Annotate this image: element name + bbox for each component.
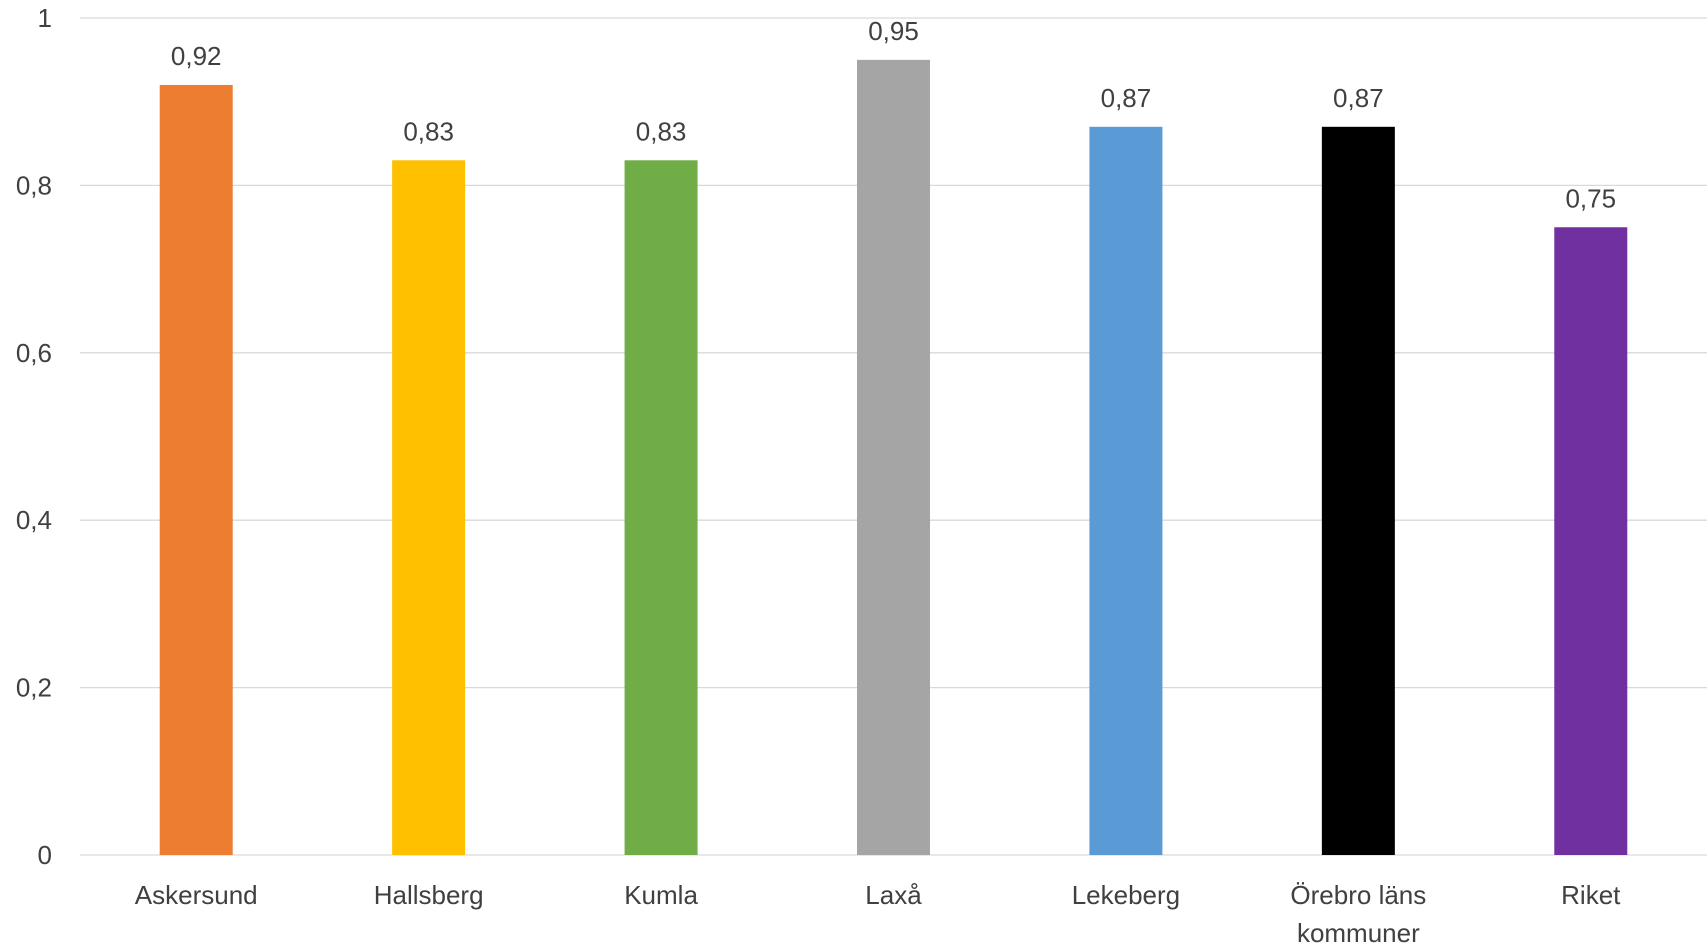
x-tick-label: Hallsberg: [374, 880, 484, 910]
data-label: 0,92: [171, 41, 222, 71]
bar: [624, 160, 698, 856]
x-tick-label: Laxå: [865, 880, 922, 910]
y-tick-label: 0,2: [16, 673, 52, 703]
data-labels: 0,92 0,83 0,83 0,95 0,87 0,87 0,75: [171, 16, 1616, 213]
data-label: 0,87: [1333, 83, 1384, 113]
bar: [1089, 126, 1163, 855]
x-tick-label: Lekeberg: [1072, 880, 1180, 910]
x-tick-label: Örebro läns kommuner: [1290, 880, 1426, 947]
data-label: 0,95: [868, 16, 919, 46]
y-axis-tick-labels: 0 0,2 0,4 0,6 0,8 1: [16, 3, 52, 870]
y-tick-label: 0,8: [16, 170, 52, 200]
x-tick-label: Askersund: [135, 880, 258, 910]
bar: [857, 59, 930, 856]
bar: [1554, 227, 1628, 855]
x-tick-label: Kumla: [624, 880, 698, 910]
bar: [1321, 126, 1395, 855]
y-tick-label: 1: [38, 3, 52, 33]
bar: [392, 160, 466, 856]
y-tick-label: 0,4: [16, 505, 52, 535]
x-axis-tick-labels: Askersund Hallsberg Kumla Laxå Lekeberg Örebr…: [135, 880, 1621, 948]
data-label: 0,87: [1101, 83, 1152, 113]
y-tick-label: 0: [38, 840, 52, 870]
bar: [159, 84, 233, 855]
y-tick-label: 0,6: [16, 338, 52, 368]
bars: [159, 59, 1628, 856]
data-label: 0,83: [403, 116, 454, 146]
x-tick-label: Riket: [1561, 880, 1621, 910]
data-label: 0,75: [1565, 183, 1616, 213]
data-label: 0,83: [636, 116, 687, 146]
